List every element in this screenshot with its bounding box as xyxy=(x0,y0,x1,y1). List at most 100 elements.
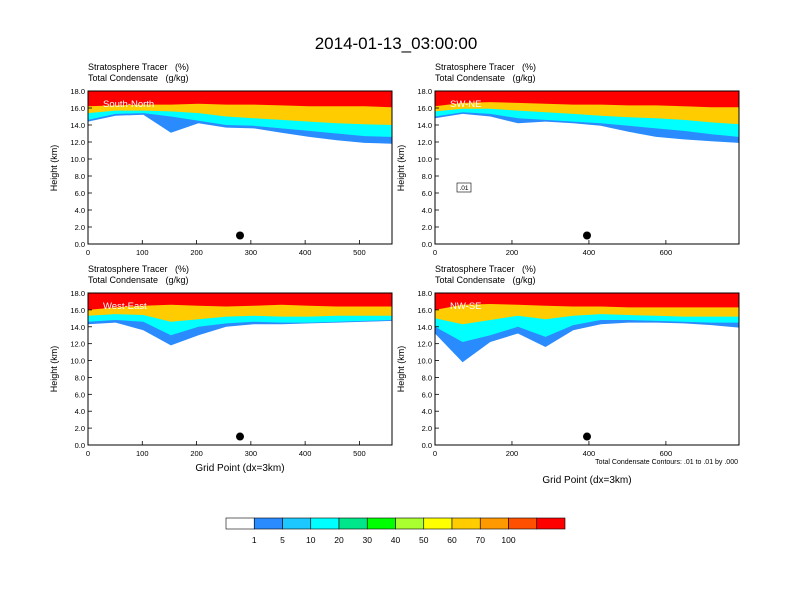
y-tick-label: 18.0 xyxy=(70,289,85,298)
y-tick-label: 10.0 xyxy=(70,155,85,164)
section-label: SW-NE xyxy=(450,99,482,110)
x-tick-label: 400 xyxy=(299,248,312,257)
y-tick-label: 6.0 xyxy=(75,189,85,198)
y-tick-label: 4.0 xyxy=(422,407,432,416)
y-tick-label: 10.0 xyxy=(70,357,85,366)
colorbar-label: 70 xyxy=(476,535,486,545)
field-title: Stratosphere Tracer (%) xyxy=(435,62,536,72)
y-tick-label: 12.0 xyxy=(70,138,85,147)
y-axis-label: Height (km) xyxy=(49,346,59,393)
y-axis-label: Height (km) xyxy=(396,346,406,393)
y-tick-label: 0.0 xyxy=(422,240,432,249)
y-tick-label: 14.0 xyxy=(70,121,85,130)
colorbar-label: 60 xyxy=(447,535,457,545)
y-tick-label: 12.0 xyxy=(417,138,432,147)
y-axis-label: Height (km) xyxy=(49,145,59,192)
colorbar-swatch xyxy=(225,517,255,530)
field-title: Stratosphere Tracer (%) xyxy=(435,264,536,274)
location-marker xyxy=(236,432,244,441)
tracer-band-70-100 xyxy=(88,91,392,108)
x-tick-label: 200 xyxy=(506,449,519,458)
y-tick-label: 4.0 xyxy=(75,206,85,215)
contour-title: Total Condensate (g/kg) xyxy=(88,73,189,83)
x-tick-label: 600 xyxy=(660,248,673,257)
y-tick-label: 8.0 xyxy=(75,172,85,181)
x-tick-label: 200 xyxy=(190,449,203,458)
location-marker xyxy=(583,231,591,240)
y-tick-label: 8.0 xyxy=(422,373,432,382)
location-marker xyxy=(236,231,244,240)
colorbar-swatch xyxy=(395,517,425,530)
panel-nw-se: Stratosphere Tracer (%) Total Condensate… xyxy=(396,264,740,486)
colorbar-swatch xyxy=(479,517,509,530)
plot-frame xyxy=(434,90,740,245)
y-tick-label: 2.0 xyxy=(422,223,432,232)
x-tick-label: 100 xyxy=(136,449,149,458)
colorbar-swatch xyxy=(282,517,312,530)
x-tick-label: 600 xyxy=(660,449,673,458)
colorbar-swatch xyxy=(310,517,340,530)
y-tick-label: 10.0 xyxy=(417,357,432,366)
x-tick-label: 300 xyxy=(245,248,258,257)
x-tick-label: 400 xyxy=(583,248,596,257)
colorbar-swatch xyxy=(508,517,538,530)
colorbar-label: 20 xyxy=(334,535,344,545)
y-tick-label: 0.0 xyxy=(75,441,85,450)
plot-area xyxy=(435,91,739,143)
location-marker xyxy=(583,432,591,441)
y-tick-label: 12.0 xyxy=(417,340,432,349)
panel-sw-ne: Stratosphere Tracer (%) Total Condensate… xyxy=(396,62,740,257)
y-tick-label: 16.0 xyxy=(417,306,432,315)
page-title: 2014-01-13_03:00:00 xyxy=(315,34,478,53)
colorbar: 1 5 10 20 30 40 50 60 70 100 xyxy=(225,517,566,545)
colorbar-swatch xyxy=(366,517,396,530)
y-axis-label: Height (km) xyxy=(396,145,406,192)
y-tick-label: 16.0 xyxy=(70,104,85,113)
section-label: NW-SE xyxy=(450,301,482,312)
contour-footnote: Total Condensate Contours: .01 to .01 by… xyxy=(595,459,738,466)
plot-area xyxy=(88,91,392,144)
contour-title: Total Condensate (g/kg) xyxy=(435,73,536,83)
plot-area xyxy=(435,293,739,363)
colorbar-label: 30 xyxy=(363,535,373,545)
panel-south-north: Stratosphere Tracer (%) Total Condensate… xyxy=(49,62,393,257)
y-tick-label: 0.0 xyxy=(75,240,85,249)
field-title: Stratosphere Tracer (%) xyxy=(88,62,189,72)
y-tick-label: 18.0 xyxy=(70,87,85,96)
y-tick-label: 8.0 xyxy=(422,172,432,181)
y-tick-label: 8.0 xyxy=(75,373,85,382)
y-tick-label: 10.0 xyxy=(417,155,432,164)
y-tick-label: 14.0 xyxy=(417,323,432,332)
x-tick-label: 500 xyxy=(353,248,366,257)
x-tick-label: 0 xyxy=(433,449,437,458)
y-tick-label: 2.0 xyxy=(422,424,432,433)
contour-label: .01 xyxy=(459,185,468,192)
colorbar-swatch xyxy=(423,517,453,530)
contour-title: Total Condensate (g/kg) xyxy=(88,275,189,285)
y-tick-label: 14.0 xyxy=(417,121,432,130)
section-label: West-East xyxy=(103,301,147,312)
y-tick-label: 16.0 xyxy=(417,104,432,113)
x-tick-label: 200 xyxy=(190,248,203,257)
x-tick-label: 0 xyxy=(86,449,90,458)
panel-west-east: Stratosphere Tracer (%) Total Condensate… xyxy=(49,264,393,474)
section-label: South-North xyxy=(103,99,154,110)
tracer-band-70-100 xyxy=(435,91,739,108)
plot-frame xyxy=(87,90,393,245)
y-tick-label: 6.0 xyxy=(422,390,432,399)
y-tick-label: 16.0 xyxy=(70,306,85,315)
x-tick-label: 0 xyxy=(433,248,437,257)
colorbar-label: 1 xyxy=(252,535,257,545)
tracer-band-70-100 xyxy=(435,293,739,310)
x-tick-label: 500 xyxy=(353,449,366,458)
colorbar-label: 40 xyxy=(391,535,401,545)
y-tick-label: 4.0 xyxy=(75,407,85,416)
field-title: Stratosphere Tracer (%) xyxy=(88,264,189,274)
plot-area xyxy=(88,293,392,346)
colorbar-swatch xyxy=(338,517,368,530)
x-axis-label: Grid Point (dx=3km) xyxy=(195,463,284,474)
y-tick-label: 18.0 xyxy=(417,289,432,298)
x-tick-label: 300 xyxy=(245,449,258,458)
colorbar-swatch xyxy=(253,517,283,530)
